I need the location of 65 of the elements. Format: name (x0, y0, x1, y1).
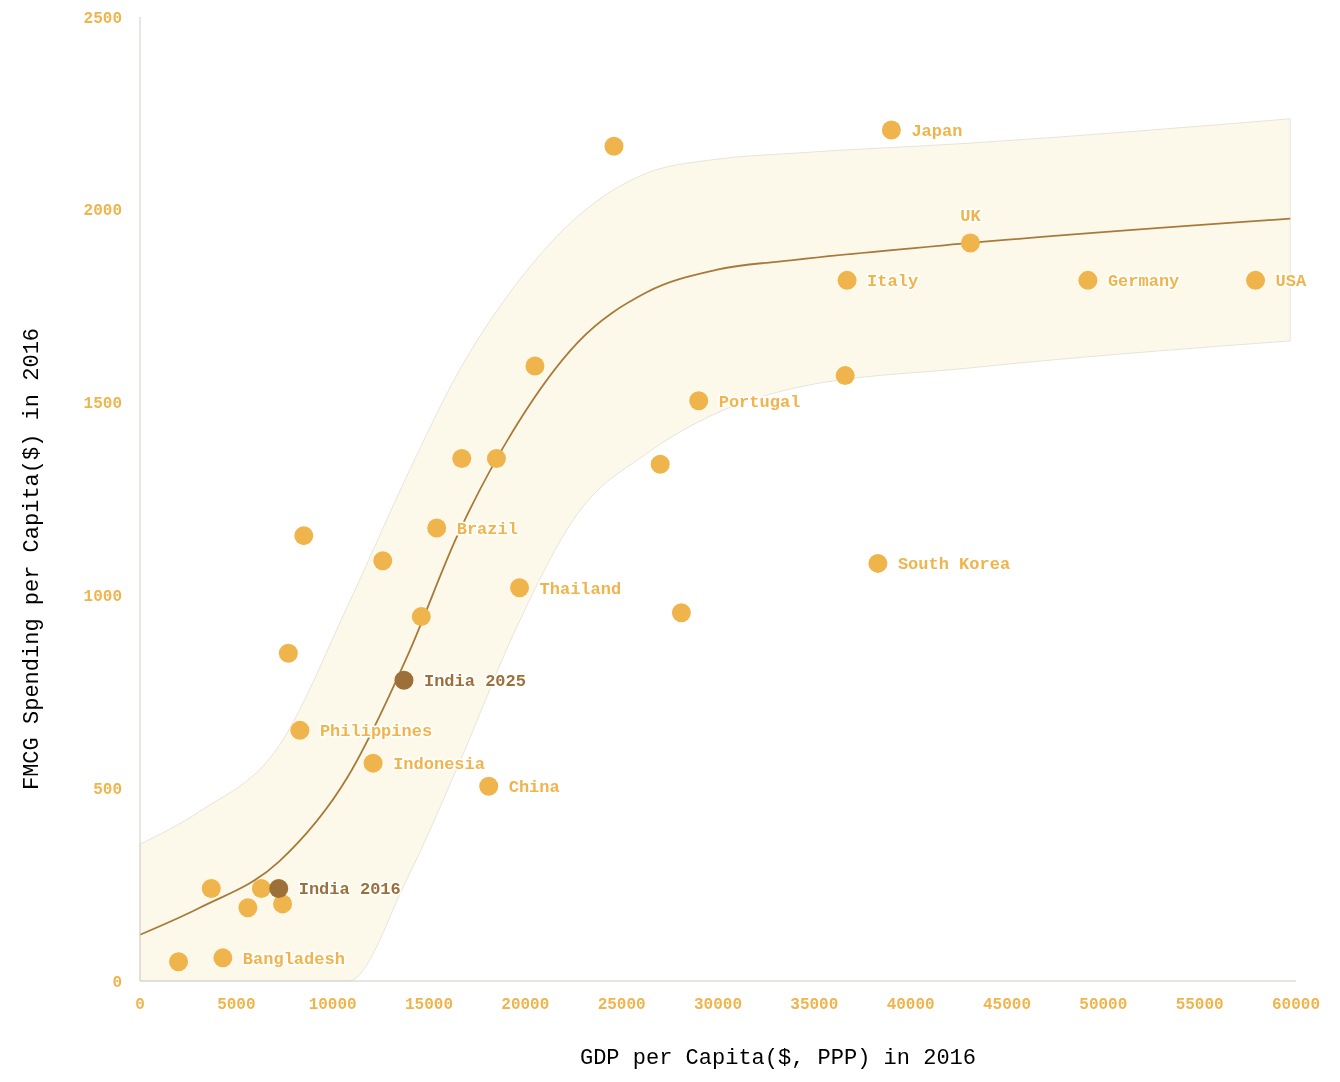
y-tick-label: 2000 (83, 202, 122, 221)
x-tick-label: 30000 (693, 996, 743, 1014)
x-tick-label: 20000 (501, 996, 550, 1014)
annotation: USA (1275, 272, 1307, 292)
y-axis-title: FMCG Spending per Capita($) in 2016 (20, 327, 45, 791)
annotation: India 2016 (298, 880, 401, 900)
x-tick-label: 50000 (1079, 996, 1128, 1014)
point (290, 720, 310, 740)
annotation: Thailand (539, 579, 622, 599)
y-tick-label: 2500 (83, 9, 122, 28)
point (278, 643, 298, 663)
point (373, 551, 393, 571)
point (486, 449, 506, 469)
annotation: Portugal (718, 392, 801, 412)
point (427, 518, 447, 538)
point (671, 603, 691, 623)
annotation: UK (960, 206, 982, 226)
annotation: India 2025 (423, 672, 526, 692)
x-tick-label: 15000 (404, 996, 454, 1014)
point (1078, 270, 1098, 290)
annotation: Indonesia (393, 755, 485, 775)
point (835, 366, 855, 386)
x-tick-label: 40000 (886, 996, 935, 1014)
point (394, 670, 414, 690)
point (510, 578, 530, 598)
x-tick-label: 60000 (1271, 996, 1321, 1014)
annotation: China (508, 778, 560, 798)
point (269, 878, 289, 898)
point (689, 391, 709, 411)
x-axis-title: GDP per Capita($, PPP) in 2016 (579, 1046, 977, 1071)
annotation: Italy (867, 272, 919, 292)
point (169, 952, 189, 972)
point (213, 948, 233, 968)
point (525, 356, 545, 376)
point (273, 894, 293, 914)
annotation: South Korea (897, 555, 1011, 575)
x-tick-label: 5000 (217, 996, 256, 1014)
x-tick-label: 0 (135, 996, 145, 1014)
point (868, 553, 888, 573)
point (201, 878, 221, 898)
y-tick-label: 1500 (83, 395, 122, 414)
x-tick-label: 55000 (1175, 996, 1224, 1014)
y-tick-label: 500 (93, 780, 122, 799)
x-tick-label: 35000 (790, 996, 839, 1014)
point (251, 878, 271, 898)
point (881, 120, 901, 140)
x-tick-label: 45000 (982, 996, 1032, 1014)
point (960, 233, 980, 253)
point (452, 449, 472, 469)
point (238, 898, 258, 918)
annotation: Germany (1107, 272, 1180, 292)
point (363, 753, 383, 773)
point (411, 607, 431, 627)
point (837, 270, 857, 290)
annotation: Bangladesh (242, 949, 345, 969)
point (650, 454, 670, 474)
point (604, 136, 624, 156)
x-tick-label: 25000 (597, 996, 646, 1014)
y-tick-label: 0 (112, 973, 122, 992)
annotation: Japan (911, 121, 963, 141)
point (479, 776, 499, 796)
x-tick-label: 10000 (308, 996, 357, 1014)
point (1246, 270, 1266, 290)
y-tick-label: 1000 (83, 588, 122, 606)
point (294, 526, 314, 546)
